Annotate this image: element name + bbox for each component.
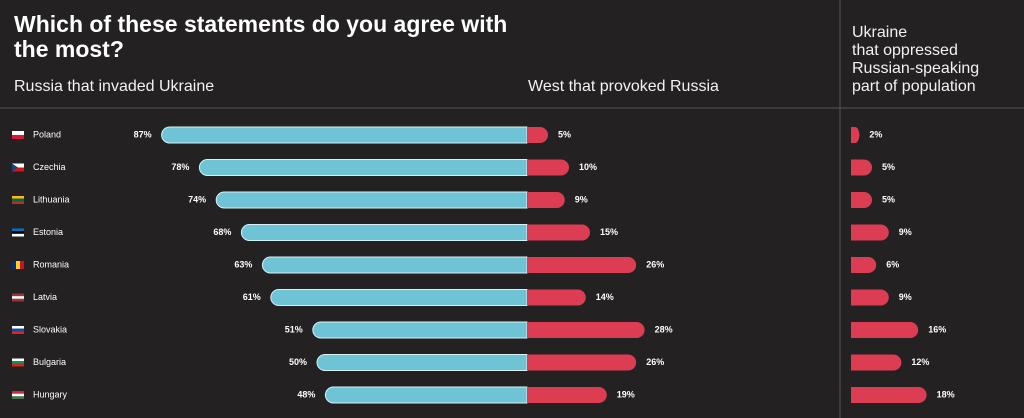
bar: [215, 191, 528, 209]
flag: [12, 163, 24, 168]
flag: [12, 363, 24, 367]
value-label: 48%: [297, 389, 315, 399]
category-label: Hungary: [33, 389, 68, 399]
value-label: 9%: [575, 194, 588, 204]
flag: [12, 296, 24, 299]
flag: [12, 358, 24, 362]
flag: [12, 396, 24, 399]
bar: [527, 257, 637, 273]
bar: [851, 354, 902, 371]
value-label: 18%: [937, 389, 955, 399]
value-label: 5%: [882, 194, 895, 204]
flag: [12, 331, 24, 334]
flag: [12, 298, 24, 302]
bar: [851, 322, 919, 338]
bar: [316, 354, 528, 371]
value-label: 5%: [882, 162, 895, 172]
series-name: West that provoked Russia: [528, 78, 719, 95]
bar: [270, 289, 528, 306]
bar: [261, 256, 528, 274]
value-label: 14%: [596, 292, 614, 302]
value-label: 50%: [289, 357, 307, 367]
value-label: 87%: [134, 129, 152, 139]
bar: [851, 159, 872, 176]
flag: [12, 167, 24, 172]
flag: [12, 293, 24, 297]
value-label: 74%: [188, 194, 206, 204]
bar: [851, 127, 860, 143]
category-label: Latvia: [33, 292, 57, 302]
bar: [851, 224, 889, 241]
flag: [12, 393, 24, 397]
value-label: 68%: [213, 227, 231, 237]
value-label: 19%: [617, 389, 635, 399]
flag: [12, 233, 24, 237]
flag: [12, 361, 24, 364]
chart-title: Which of these statements do you agree w…: [14, 11, 508, 62]
bar: [527, 354, 637, 371]
bar: [527, 322, 645, 338]
bar: [527, 387, 607, 403]
bar: [527, 159, 569, 176]
value-label: 12%: [911, 357, 929, 367]
flag: [12, 196, 24, 199]
value-label: 10%: [579, 162, 597, 172]
flag: [12, 261, 16, 269]
bar: [851, 257, 877, 273]
category-label: Czechia: [33, 162, 66, 172]
bar: [240, 224, 528, 241]
flag: [12, 163, 18, 172]
flag: [20, 261, 24, 269]
value-label: 26%: [646, 357, 664, 367]
value-label: 51%: [285, 324, 303, 334]
value-label: 2%: [869, 129, 882, 139]
flag: [12, 391, 24, 394]
flag: [12, 198, 24, 202]
bar: [527, 289, 586, 306]
value-label: 15%: [600, 227, 618, 237]
flag: [12, 328, 24, 332]
bar: [851, 387, 927, 403]
category-label: Slovakia: [33, 324, 67, 334]
value-label: 63%: [234, 259, 252, 269]
category-label: Estonia: [33, 227, 63, 237]
flag: [16, 261, 20, 269]
series-name: Ukraine that oppressed Russian-speaking …: [852, 24, 980, 95]
bar: [161, 126, 528, 144]
value-label: 28%: [655, 324, 673, 334]
bar: [527, 224, 590, 241]
flag: [12, 228, 24, 232]
value-label: 16%: [928, 324, 946, 334]
bar: [527, 192, 565, 208]
bar: [324, 386, 528, 404]
flag: [12, 131, 24, 135]
bar: [851, 289, 889, 306]
category-label: Bulgaria: [33, 357, 66, 367]
flag: [12, 231, 24, 234]
value-label: 5%: [558, 129, 571, 139]
flag: [12, 326, 24, 329]
flag: [12, 135, 24, 139]
flag: [12, 201, 24, 204]
value-label: 26%: [646, 259, 664, 269]
bar: [851, 192, 872, 208]
value-label: 9%: [899, 292, 912, 302]
value-label: 78%: [171, 162, 189, 172]
category-label: Poland: [33, 129, 61, 139]
bar: [312, 321, 528, 339]
value-label: 61%: [243, 292, 261, 302]
bar: [527, 127, 548, 143]
category-label: Lithuania: [33, 194, 70, 204]
value-label: 6%: [886, 259, 899, 269]
value-label: 9%: [899, 227, 912, 237]
category-label: Romania: [33, 259, 69, 269]
series-name: Russia that invaded Ukraine: [14, 78, 215, 95]
bar: [198, 159, 528, 176]
